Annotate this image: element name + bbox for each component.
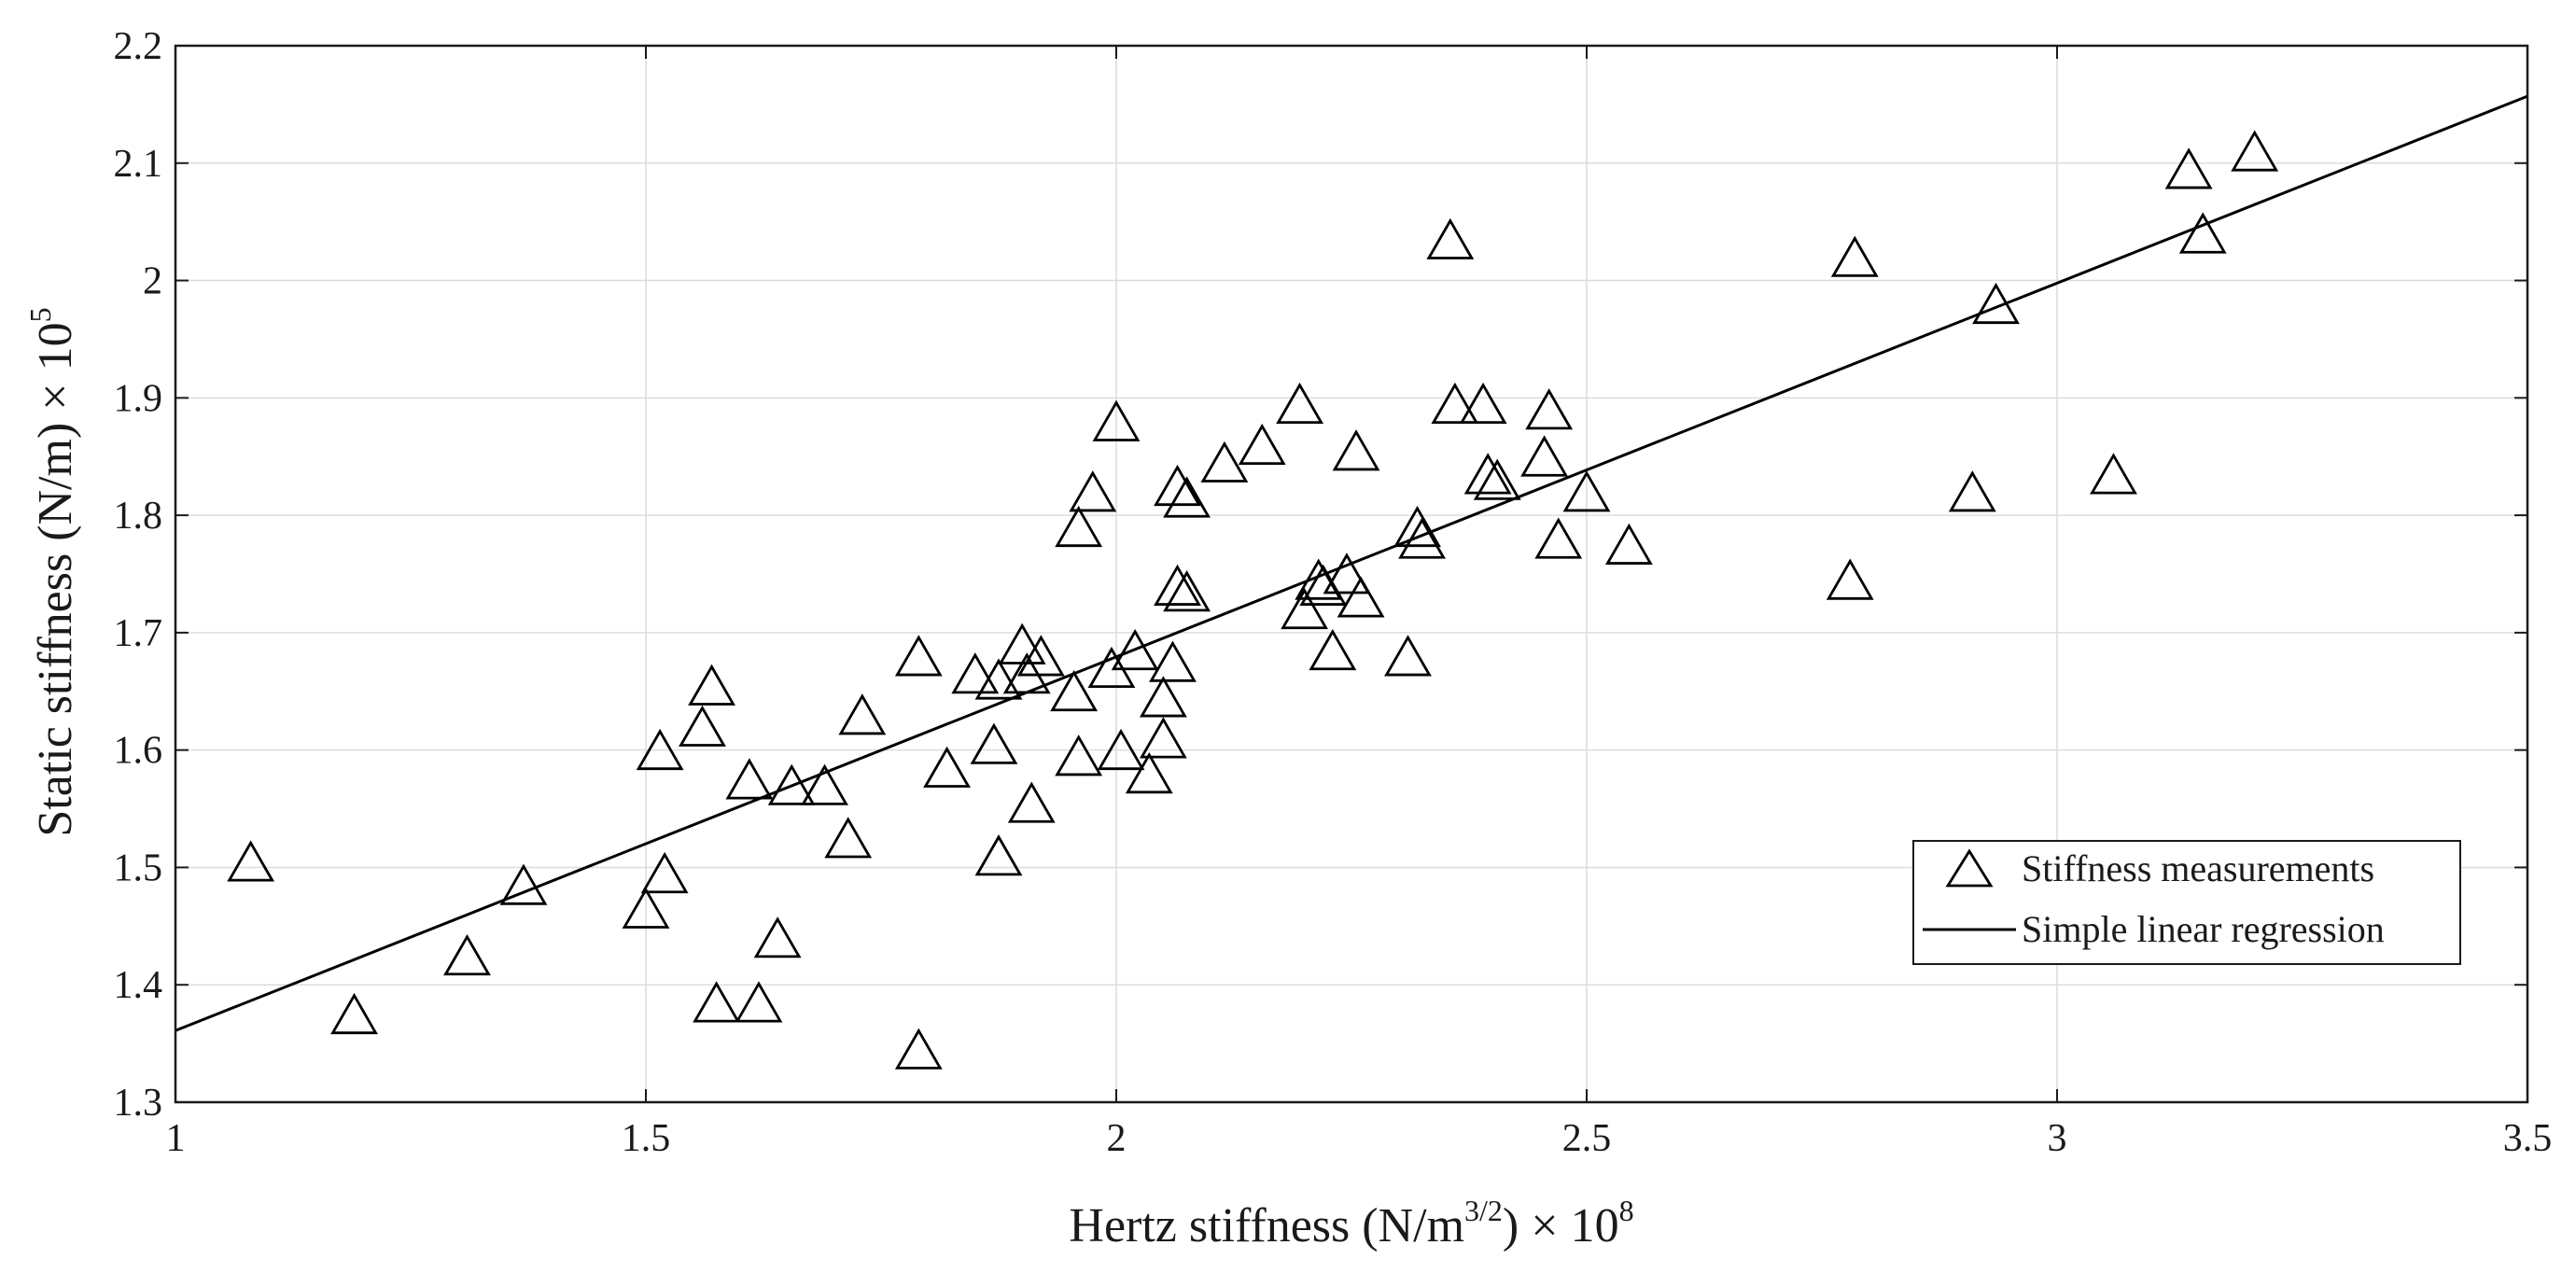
- data-point-triangle: [1525, 388, 1574, 430]
- data-point-triangle: [894, 1028, 943, 1070]
- data-point-triangle: [693, 981, 741, 1023]
- data-point-triangle: [1276, 382, 1323, 425]
- data-point-triangle: [923, 746, 971, 788]
- y-tick-label: 1.7: [114, 612, 163, 655]
- data-point-triangle: [1050, 669, 1099, 712]
- axis-ticks: 1 1.5 2 2.5 3 3.5 1.3 1.4 1.5 1.6 1.7 1.8 1.9 2 2.1 2.2: [114, 25, 2553, 1160]
- data-point-triangle: [1534, 517, 1583, 559]
- legend: Stiffness measurements Simple linear reg…: [1912, 840, 2461, 965]
- data-point-triangle: [1200, 441, 1249, 483]
- data-point-triangle: [640, 851, 689, 894]
- x-tick-label: 3: [2048, 1117, 2067, 1160]
- data-point-triangle: [1948, 470, 1996, 512]
- data-point-triangle: [1332, 429, 1380, 471]
- data-point-triangle: [1323, 553, 1371, 595]
- data-point-triangle: [227, 840, 275, 882]
- data-point-triangle: [801, 763, 848, 805]
- data-point-triangle: [330, 992, 378, 1035]
- data-point-triangle: [622, 887, 670, 929]
- data-point-triangle: [1055, 734, 1103, 776]
- y-tick-label: 1.5: [114, 846, 163, 889]
- data-point-triangle: [725, 758, 774, 800]
- data-point-triangle: [974, 834, 1023, 876]
- data-point-triangle: [767, 763, 816, 805]
- data-point-triangle: [824, 817, 873, 859]
- data-point-triangle: [894, 635, 943, 677]
- legend-label-measurements: Stiffness measurements: [2022, 847, 2374, 889]
- plot-frame: [174, 44, 2529, 1104]
- data-point-triangle: [1163, 570, 1211, 612]
- data-point-triangle: [1520, 435, 1569, 477]
- data-point-triangle: [1238, 423, 1286, 466]
- data-point-triangle: [1309, 628, 1357, 671]
- x-tick-label: 1.5: [622, 1117, 671, 1160]
- data-point-triangle: [499, 863, 548, 905]
- y-tick-label: 1.6: [114, 730, 163, 773]
- data-point-triangle: [1097, 728, 1145, 771]
- data-point-triangle: [2231, 130, 2279, 172]
- data-point-triangle: [1972, 282, 2020, 325]
- x-axis-label: Hertz stiffness (N/m3/2) × 108: [1069, 1194, 1633, 1252]
- data-point-triangle: [688, 664, 735, 706]
- data-point-triangle: [1830, 235, 1879, 277]
- y-tick-label: 1.3: [114, 1082, 163, 1125]
- y-tick-label: 1.9: [114, 377, 163, 420]
- data-point-triangle: [753, 916, 802, 958]
- y-tick-label: 1.8: [114, 495, 163, 538]
- data-point-triangle: [1139, 717, 1187, 759]
- data-point-triangle: [1154, 464, 1201, 507]
- data-point-triangle: [1139, 676, 1187, 718]
- y-tick-label: 1.4: [114, 964, 163, 1007]
- data-point-triangle: [1007, 781, 1056, 823]
- data-point-triangle: [1111, 628, 1159, 671]
- data-point-triangle: [1426, 217, 1475, 259]
- data-point-triangle: [1055, 505, 1103, 548]
- data-point-triangle: [1826, 558, 1874, 600]
- measurement-series: [227, 130, 2279, 1070]
- data-point-triangle: [974, 658, 1023, 700]
- data-point-triangle: [1125, 752, 1173, 794]
- legend-label-regression: Simple linear regression: [2022, 908, 2385, 950]
- data-point-triangle: [951, 652, 1000, 694]
- data-point-triangle: [1016, 635, 1065, 677]
- x-tick-label: 1: [166, 1117, 186, 1160]
- data-point-triangle: [1398, 517, 1447, 559]
- y-tick-label: 2.2: [114, 25, 163, 68]
- legend-box: [1912, 840, 2461, 965]
- data-point-triangle: [838, 693, 887, 735]
- data-point-triangle: [970, 722, 1018, 764]
- data-point-triangle: [1431, 382, 1479, 425]
- data-point-triangle: [1149, 640, 1197, 682]
- y-tick-label: 2: [143, 260, 162, 303]
- x-tick-label: 2.5: [1562, 1117, 1612, 1160]
- data-point-triangle: [1154, 564, 1201, 606]
- data-point-triangle: [2178, 212, 2227, 254]
- data-point-triangle: [1384, 635, 1432, 677]
- data-point-triangle: [1281, 587, 1329, 630]
- data-point-triangle: [1163, 476, 1211, 518]
- y-axis-label: Static stiffness (N/m) × 105: [23, 307, 82, 836]
- data-point-triangle: [636, 728, 684, 771]
- data-point-triangle: [1069, 470, 1117, 512]
- data-point-triangle: [1337, 576, 1385, 618]
- legend-triangle-marker: [1945, 848, 1994, 888]
- data-point-triangle: [2164, 147, 2213, 189]
- data-point-triangle: [1463, 453, 1512, 495]
- data-point-triangle: [1473, 458, 1521, 500]
- data-point-triangle: [1562, 470, 1611, 512]
- data-point-triangle: [1393, 505, 1441, 548]
- data-point-triangle: [679, 705, 726, 747]
- x-tick-label: 3.5: [2503, 1117, 2553, 1160]
- data-point-triangle: [1092, 399, 1141, 441]
- data-point-triangle: [443, 933, 491, 976]
- data-point-triangle: [1604, 523, 1653, 565]
- data-point-triangle: [735, 981, 783, 1023]
- data-point-triangle: [1459, 382, 1507, 425]
- data-point-triangle: [2090, 453, 2137, 495]
- x-tick-label: 2: [1107, 1117, 1127, 1160]
- y-tick-label: 2.1: [114, 143, 163, 186]
- data-point-triangle: [1299, 564, 1348, 606]
